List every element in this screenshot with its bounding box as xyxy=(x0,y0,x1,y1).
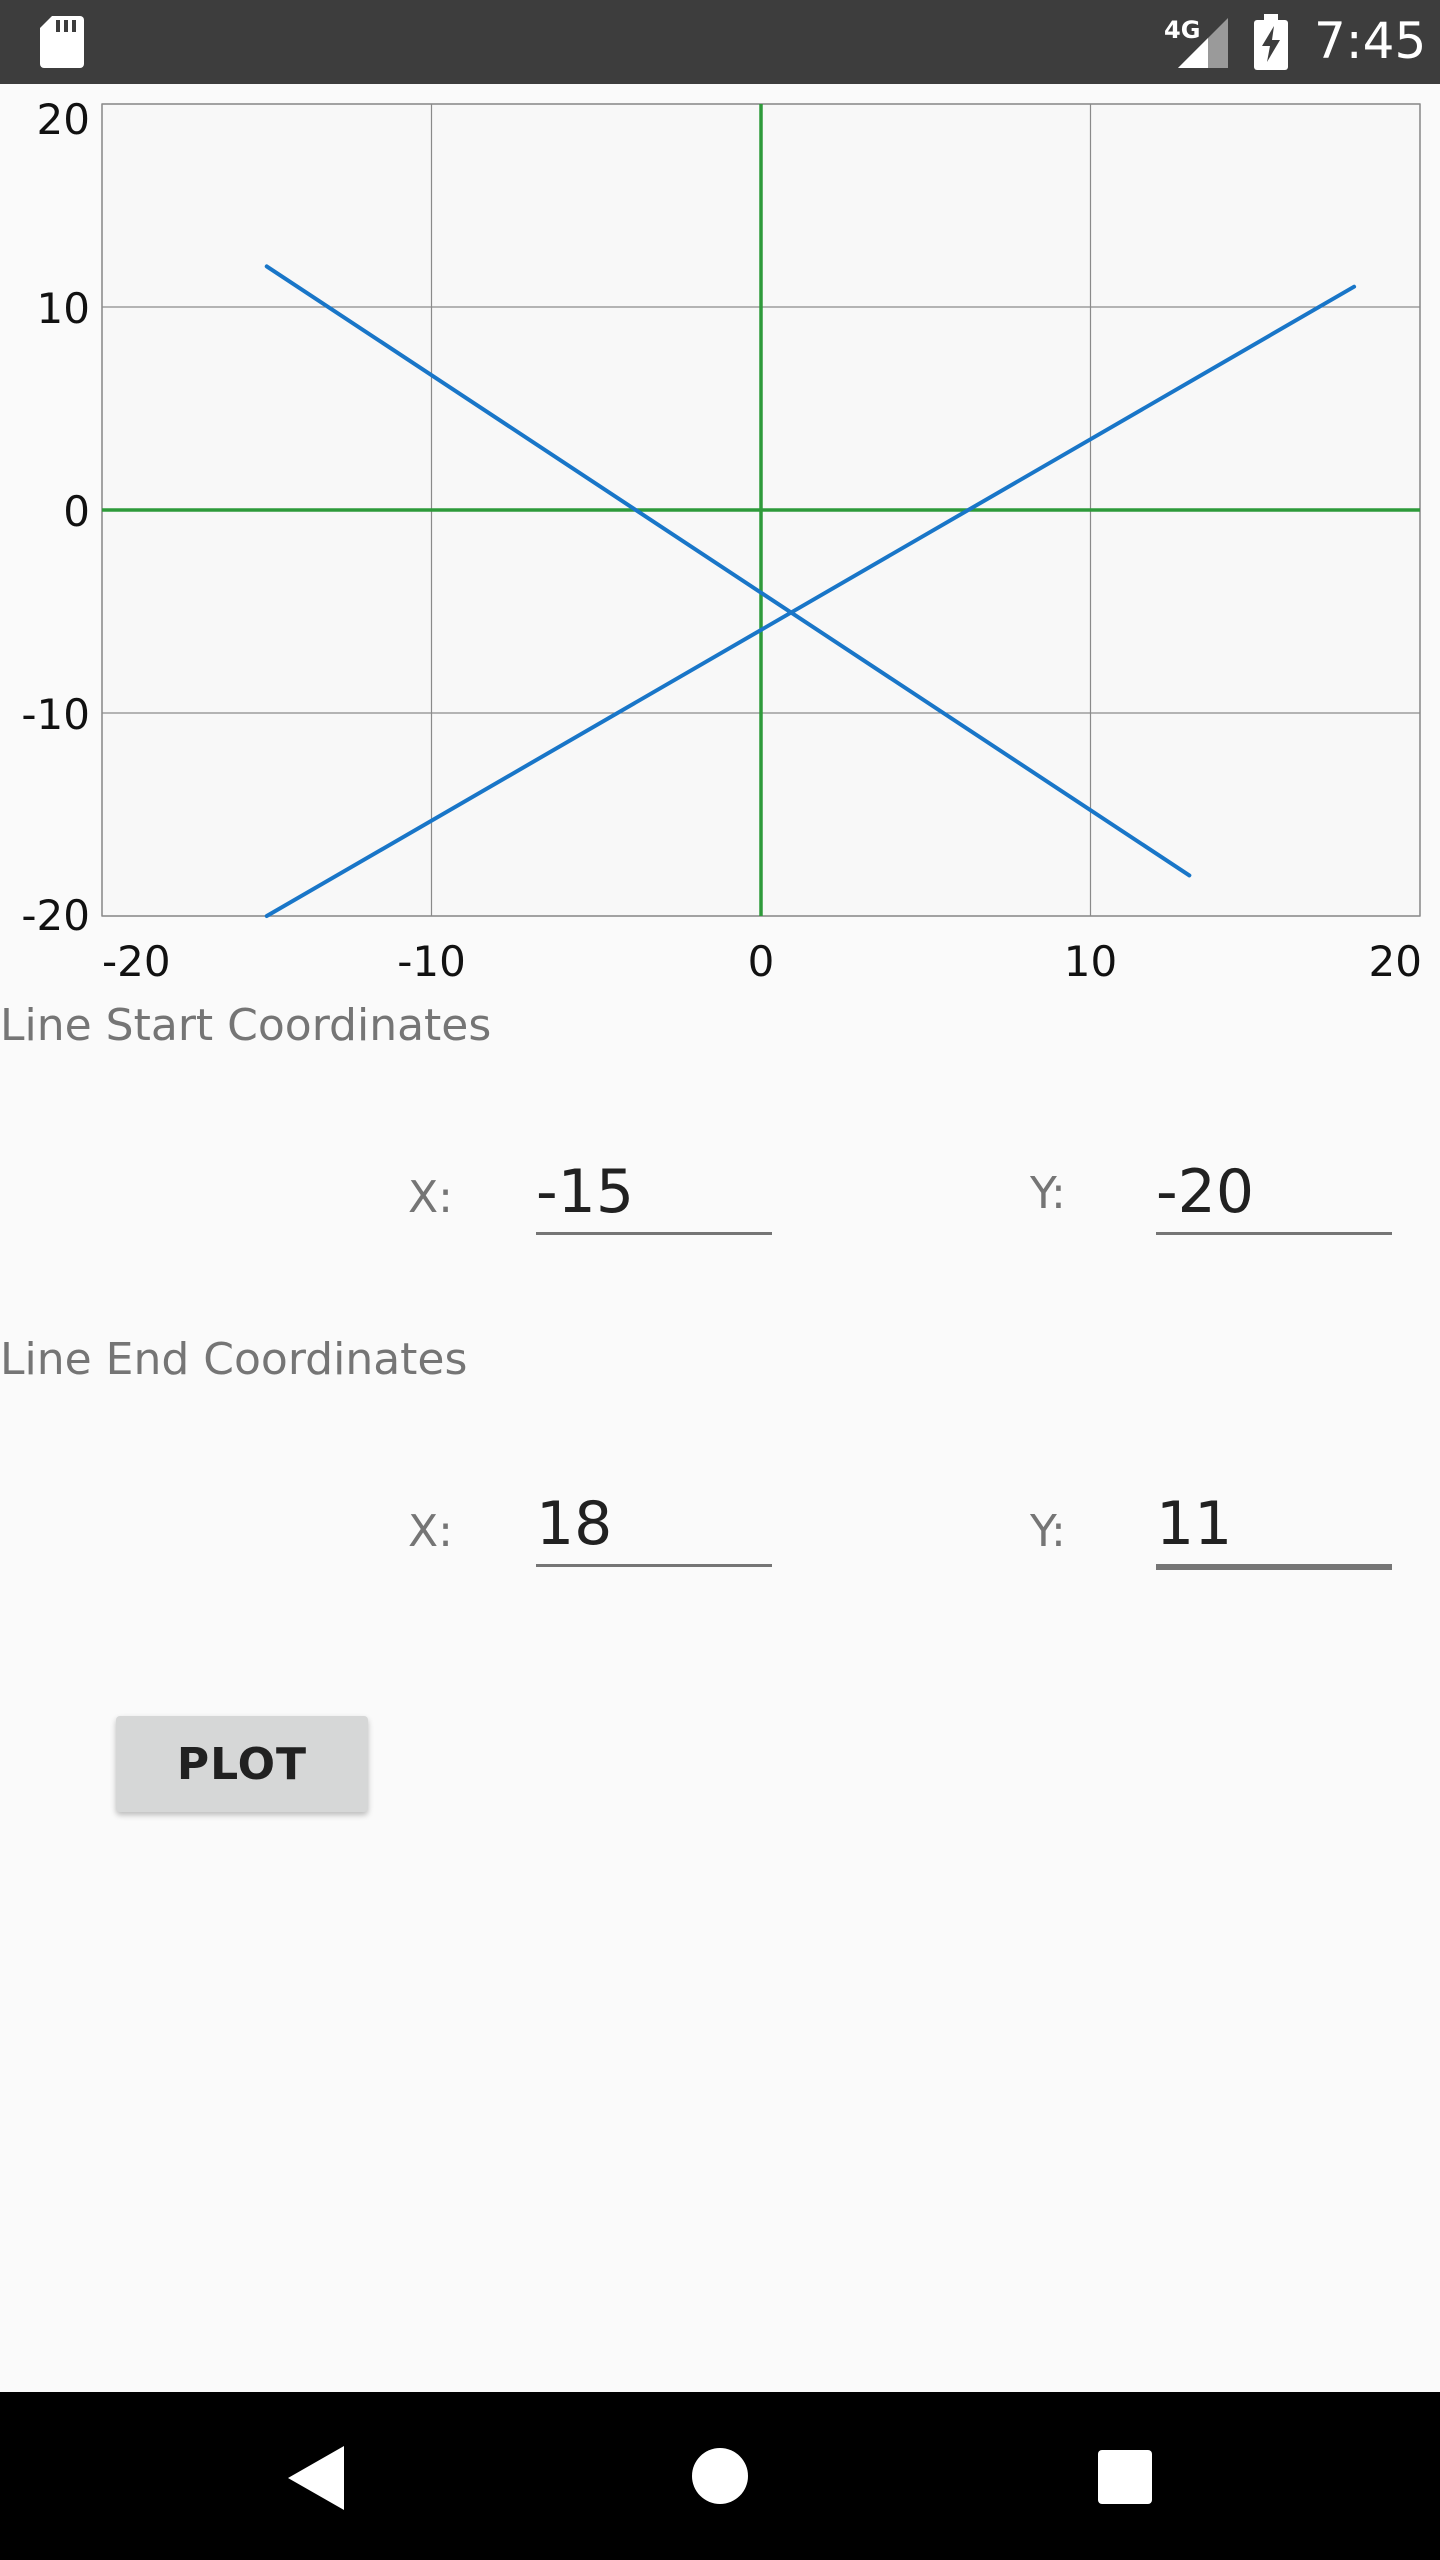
y-tick-label: -20 xyxy=(21,891,90,940)
home-icon[interactable] xyxy=(690,2446,750,2506)
x-tick-label: -20 xyxy=(102,937,171,986)
start-y-label: Y: xyxy=(1030,1168,1066,1219)
line-plot-chart: -20 -10 0 10 20 20 10 0 -10 -20 xyxy=(0,84,1440,1004)
y-tick-label: 20 xyxy=(37,95,90,144)
y-tick-label: 10 xyxy=(37,284,90,333)
network-type-label: 4G xyxy=(1164,16,1201,44)
battery-charging-icon xyxy=(1254,14,1288,70)
sd-card-icon xyxy=(40,16,84,68)
end-x-label: X: xyxy=(408,1506,453,1557)
x-tick-label: -10 xyxy=(397,937,466,986)
x-tick-label: 20 xyxy=(1369,937,1422,986)
clock: 7:45 xyxy=(1314,12,1427,70)
start-y-field[interactable]: -20 xyxy=(1156,1152,1392,1235)
y-tick-label: -10 xyxy=(21,690,90,739)
start-x-field[interactable]: -15 xyxy=(536,1152,772,1235)
end-y-label: Y: xyxy=(1030,1506,1066,1557)
back-icon[interactable] xyxy=(288,2446,344,2510)
y-tick-label: 0 xyxy=(63,487,90,536)
x-tick-label: 0 xyxy=(748,937,775,986)
end-y-field[interactable]: 11 xyxy=(1156,1484,1392,1570)
series-line-1 xyxy=(264,284,1357,918)
status-bar: 4G 7:45 xyxy=(0,0,1440,84)
line-start-heading: Line Start Coordinates xyxy=(0,1000,492,1051)
end-x-field[interactable]: 18 xyxy=(536,1484,772,1567)
line-end-heading: Line End Coordinates xyxy=(0,1334,468,1385)
recents-icon[interactable] xyxy=(1098,2450,1152,2504)
x-tick-label: 10 xyxy=(1064,937,1117,986)
series-line-2 xyxy=(264,264,1192,878)
start-x-label: X: xyxy=(408,1172,453,1223)
cell-signal-icon xyxy=(1178,18,1228,68)
chart-svg: -20 -10 0 10 20 20 10 0 -10 -20 xyxy=(21,95,1422,986)
plot-button[interactable]: PLOT xyxy=(116,1716,368,1812)
